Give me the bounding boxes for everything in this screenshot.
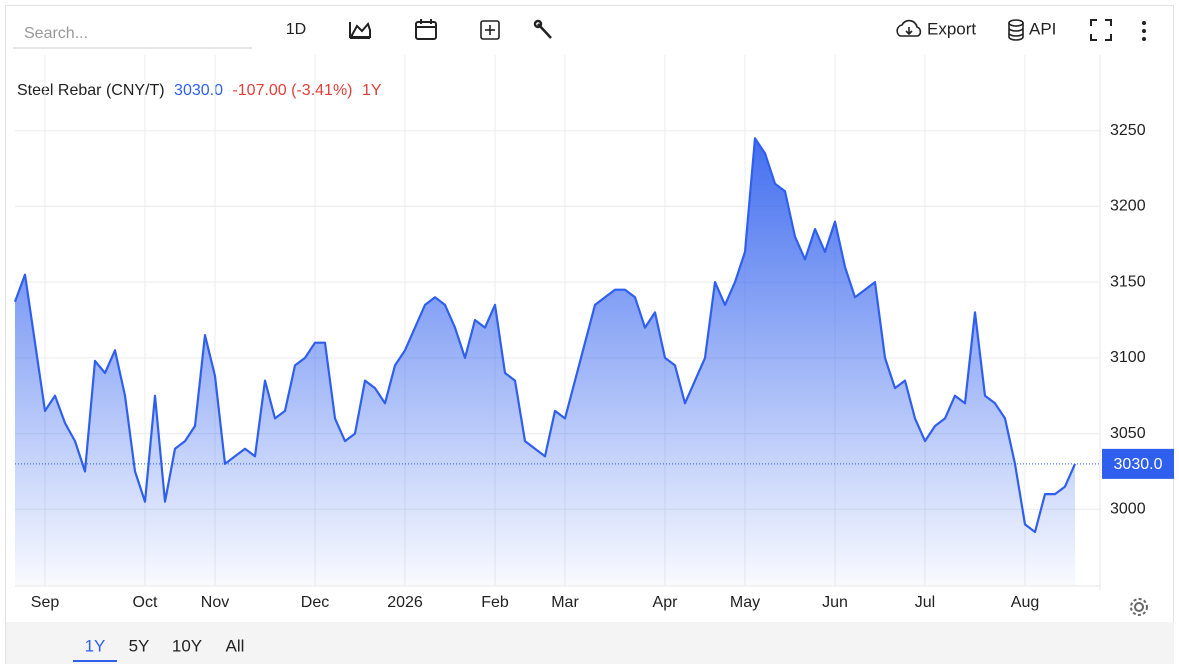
date-button[interactable] bbox=[415, 19, 437, 40]
x-tick-label: Sep bbox=[31, 594, 60, 611]
api-label: API bbox=[1029, 19, 1056, 38]
x-tick-label: Oct bbox=[133, 594, 158, 611]
x-tick-label: Apr bbox=[653, 594, 679, 611]
x-tick-label: Jul bbox=[915, 594, 935, 611]
plot-area: 3000 3050 3100 3150 3200 3250 Sep Oct Nov Dec 2026… bbox=[13, 55, 1174, 611]
range-tab[interactable]: 10Y bbox=[172, 636, 202, 655]
x-tick-label: May bbox=[730, 594, 760, 611]
last-price-label: 3030.0 bbox=[1114, 456, 1163, 473]
compare-button[interactable] bbox=[480, 20, 500, 40]
change: -107.00 (-3.41%) bbox=[232, 82, 352, 99]
range-tabs: 1Y 5Y 10Y All bbox=[73, 636, 245, 662]
api-button[interactable]: API bbox=[1008, 19, 1056, 41]
search-input[interactable]: Search... bbox=[24, 25, 88, 42]
x-tick-label: Dec bbox=[301, 594, 329, 611]
line bbox=[13, 137, 1077, 534]
price: 3030.0 bbox=[174, 82, 223, 99]
x-tick-label: Mar bbox=[551, 594, 579, 611]
interval-button[interactable]: 1D bbox=[286, 21, 306, 38]
range-tab[interactable]: All bbox=[226, 636, 245, 655]
period: 1Y bbox=[362, 82, 382, 99]
x-tick-label: Jun bbox=[822, 594, 848, 611]
chart: Search... 1D Export API Steel Rebar (CNY… bbox=[6, 19, 1174, 664]
last-price-tag bbox=[1102, 448, 1174, 479]
chart-title: Steel Rebar (CNY/T) bbox=[17, 82, 165, 99]
fullscreen-button[interactable] bbox=[1090, 19, 1112, 41]
area bbox=[15, 138, 1075, 586]
chart-type-button[interactable] bbox=[349, 22, 371, 39]
y-tick-label: 3250 bbox=[1110, 122, 1146, 139]
y-tick-label: 3050 bbox=[1110, 425, 1146, 442]
menu-button[interactable] bbox=[1142, 21, 1146, 41]
y-tick-label: 3150 bbox=[1110, 273, 1146, 290]
range-tab[interactable]: 1Y bbox=[85, 636, 106, 655]
tools-button[interactable] bbox=[533, 19, 552, 39]
y-tick-label: 3000 bbox=[1110, 501, 1146, 518]
x-tick-label: 2026 bbox=[387, 594, 423, 611]
x-tick-label: Aug bbox=[1011, 594, 1039, 611]
x-tick-label: Feb bbox=[481, 594, 509, 611]
export-label: Export bbox=[927, 19, 976, 38]
x-tick-label: Nov bbox=[201, 594, 229, 611]
y-tick-label: 3200 bbox=[1110, 198, 1146, 215]
chart-header: Steel Rebar (CNY/T) 3030.0 -107.00 (-3.4… bbox=[17, 82, 382, 99]
footer bbox=[6, 622, 1174, 664]
settings-button[interactable] bbox=[1130, 598, 1148, 616]
widget: Search... 1D Export API Steel Rebar (CNY… bbox=[5, 5, 1174, 664]
range-tab[interactable]: 5Y bbox=[129, 636, 150, 655]
export-button[interactable]: Export bbox=[896, 19, 976, 38]
y-tick-label: 3100 bbox=[1110, 349, 1146, 366]
